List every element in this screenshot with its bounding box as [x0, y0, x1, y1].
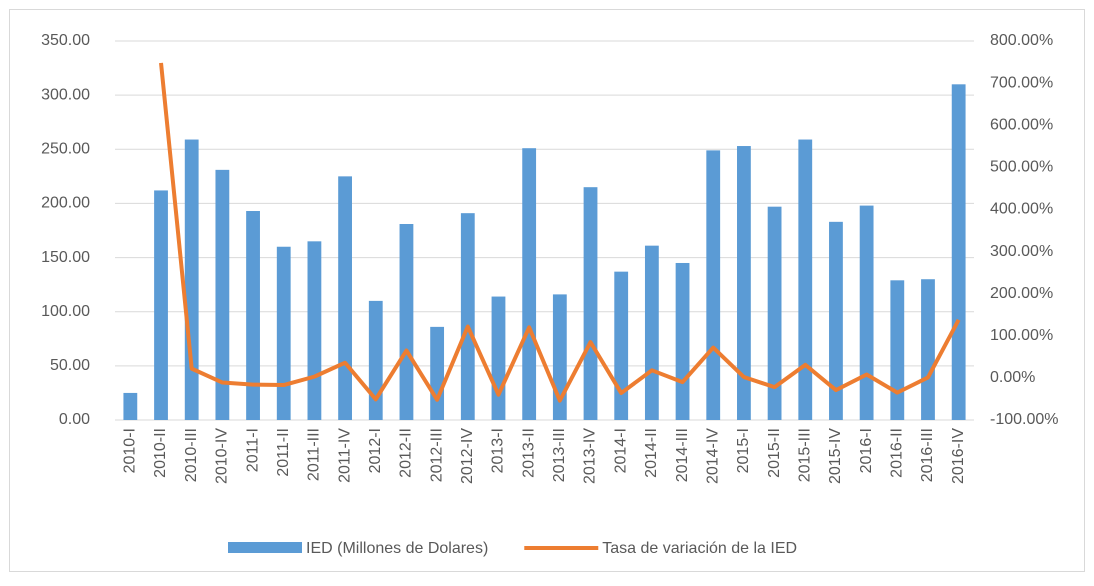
bar	[798, 139, 813, 421]
x-tick-label: 2014-III	[674, 428, 691, 482]
y2-tick-label: -100.00%	[990, 411, 1059, 428]
y-tick-label: 0.00	[59, 411, 90, 428]
bar	[338, 176, 352, 420]
bar	[675, 262, 690, 420]
bar	[921, 279, 935, 420]
bar	[154, 190, 168, 420]
bar	[307, 241, 322, 420]
legend-label: Tasa de variación de la IED	[602, 540, 797, 557]
bar	[430, 326, 445, 420]
bar	[522, 148, 537, 420]
bar	[184, 139, 199, 421]
x-tick-label: 2016-III	[919, 428, 936, 482]
bar	[368, 300, 383, 420]
x-tick-label: 2014-IV	[704, 428, 721, 484]
x-tick-label: 2016-II	[889, 428, 906, 478]
y2-tick-label: 200.00%	[990, 285, 1053, 302]
x-tick-label: 2014-I	[612, 428, 629, 473]
bar	[829, 221, 843, 420]
y2-tick-label: 600.00%	[990, 116, 1053, 133]
bar	[890, 280, 905, 420]
x-tick-label: 2013-I	[490, 428, 507, 473]
y2-tick-label: 400.00%	[990, 201, 1053, 218]
bar	[246, 211, 260, 420]
bar	[737, 146, 751, 420]
bar	[123, 392, 138, 420]
x-tick-label: 2011-IV	[336, 428, 353, 483]
bar	[614, 271, 629, 420]
bar	[276, 246, 291, 420]
y2-tick-label: 100.00%	[990, 327, 1053, 344]
bar	[859, 205, 874, 420]
x-tick-label: 2012-IV	[459, 428, 476, 484]
y2-tick-label: 800.00%	[990, 32, 1053, 49]
y2-tick-label: 700.00%	[990, 74, 1053, 91]
bar	[491, 296, 506, 420]
x-tick-label: 2012-III	[428, 428, 445, 482]
x-tick-label: 2011-I	[244, 428, 261, 472]
bar	[460, 213, 475, 420]
bar	[215, 169, 230, 420]
x-tick-label: 2010-IV	[214, 428, 231, 484]
y-tick-label: 250.00	[41, 141, 90, 158]
x-tick-label: 2015-II	[766, 428, 783, 478]
y-tick-label: 50.00	[50, 357, 90, 374]
x-tick-label: 2012-II	[398, 428, 415, 478]
x-tick-label: 2016-IV	[950, 428, 967, 484]
bar	[706, 150, 721, 420]
y2-tick-label: 300.00%	[990, 243, 1053, 260]
x-tick-label: 2014-II	[643, 428, 660, 478]
x-tick-label: 2011-II	[275, 428, 292, 477]
legend-swatch	[228, 542, 302, 553]
line	[159, 62, 961, 403]
x-tick-label: 2011-III	[306, 428, 323, 481]
bar	[767, 206, 782, 420]
x-tick-label: 2015-IV	[827, 428, 844, 484]
y-tick-label: 150.00	[41, 249, 90, 266]
x-tick-label: 2015-III	[796, 428, 813, 482]
chart-border	[9, 9, 1085, 572]
bar	[583, 187, 598, 420]
x-tick-label: 2013-III	[551, 428, 568, 482]
x-tick-label: 2013-II	[520, 428, 537, 478]
y-tick-label: 100.00	[41, 303, 90, 320]
y-tick-label: 300.00	[41, 86, 90, 103]
bar	[951, 84, 966, 421]
bar	[399, 224, 414, 420]
x-tick-label: 2015-I	[735, 428, 752, 473]
y2-tick-label: 0.00%	[990, 369, 1035, 386]
x-tick-label: 2016-I	[858, 428, 875, 473]
x-tick-label: 2010-II	[152, 428, 169, 478]
y2-tick-label: 500.00%	[990, 159, 1053, 176]
x-tick-label: 2010-III	[183, 428, 200, 482]
y-tick-label: 200.00	[41, 195, 90, 212]
x-tick-label: 2012-I	[367, 428, 384, 473]
y-tick-label: 350.00	[41, 32, 90, 49]
x-tick-label: 2010-I	[122, 428, 139, 473]
legend-label: IED (Millones de Dolares)	[306, 540, 488, 557]
x-tick-label: 2013-IV	[582, 428, 599, 484]
bar	[644, 245, 659, 420]
